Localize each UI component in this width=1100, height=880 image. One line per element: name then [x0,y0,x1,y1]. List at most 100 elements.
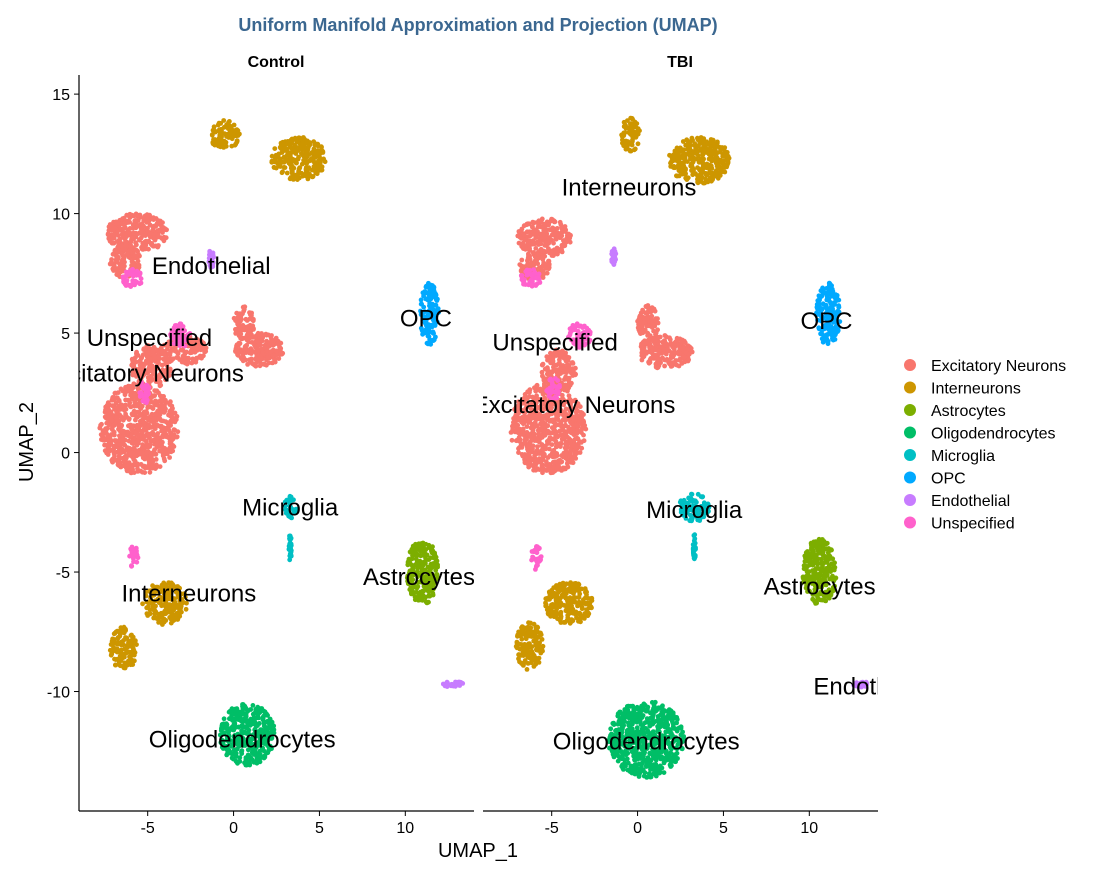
point [212,139,218,145]
point [688,161,694,167]
point [549,452,555,458]
point [250,711,256,717]
point [135,258,141,264]
point [538,426,544,432]
point [249,340,255,345]
point [162,369,168,374]
point [289,147,295,152]
point [177,343,183,349]
point [530,219,536,225]
point [427,568,433,573]
point [635,318,640,324]
point [548,409,554,414]
point [561,238,566,243]
point [566,459,571,464]
point [224,734,230,740]
point [579,445,585,451]
point [151,585,157,591]
point [158,409,164,415]
point [130,372,136,378]
point [114,254,119,259]
point [166,339,172,345]
point [117,663,123,669]
point [567,239,573,245]
point [150,368,156,374]
point [106,422,112,428]
point [131,236,137,242]
point [170,612,176,617]
point [250,703,256,708]
point [239,748,245,754]
point [530,408,535,413]
point [418,312,424,317]
point [644,316,650,322]
point [413,556,419,562]
point [546,465,551,471]
point [121,215,127,221]
point [279,170,285,176]
point [423,547,429,552]
point [149,411,155,417]
point [152,611,158,616]
point [535,444,540,449]
point [686,351,692,357]
point [110,251,116,257]
point [137,237,142,243]
point [255,348,261,353]
point [124,662,130,668]
point [557,219,563,225]
point [160,445,166,450]
point [278,142,284,148]
point [248,346,254,352]
point [167,421,173,427]
point [540,262,546,268]
point [519,257,525,263]
point [288,175,294,180]
point [253,361,259,366]
point [539,387,544,393]
point [533,467,539,473]
point [210,252,216,258]
point [146,246,151,252]
point [114,258,120,264]
point [216,141,222,147]
point [724,164,729,170]
point [130,267,136,272]
cluster-excitatory-neurons [233,330,286,369]
point [430,310,435,316]
point [435,564,440,570]
cluster-interneurons [140,580,189,627]
point [272,359,278,365]
point [565,413,570,418]
point [542,253,548,259]
point [139,445,145,451]
points-control [97,118,466,768]
point [129,563,134,569]
point [410,566,415,571]
point [141,426,147,431]
point [665,343,671,348]
point [243,713,249,718]
point [654,356,660,361]
point [123,384,128,390]
point [284,170,290,176]
point [294,148,299,154]
point [409,546,415,552]
point [161,580,167,586]
point [522,460,528,466]
point [121,388,126,394]
point [419,571,425,577]
point [114,221,120,226]
point [304,154,310,160]
point [516,229,522,234]
point [137,413,143,418]
point [198,343,204,349]
point [238,335,244,341]
point [160,220,165,226]
point [533,413,539,419]
point [310,174,316,179]
point [300,173,305,179]
point [129,411,135,417]
point [445,682,450,687]
point [554,347,560,353]
